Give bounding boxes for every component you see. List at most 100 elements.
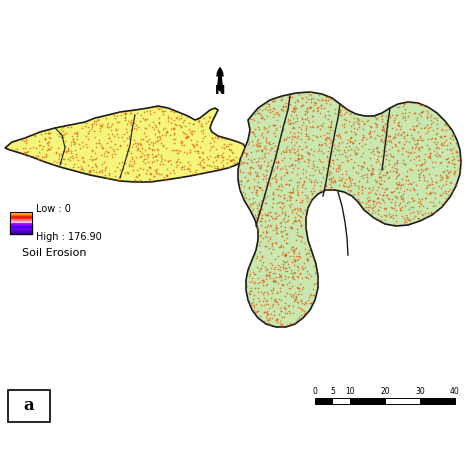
Point xyxy=(417,207,424,215)
Point xyxy=(262,167,270,174)
Point xyxy=(154,126,162,133)
Point xyxy=(204,118,212,125)
Point xyxy=(20,137,27,145)
Point xyxy=(163,171,170,179)
Point xyxy=(254,171,261,179)
Point xyxy=(386,150,393,157)
Point xyxy=(60,147,68,155)
Point xyxy=(416,135,423,142)
Point xyxy=(322,170,330,178)
Point xyxy=(261,200,268,207)
Point xyxy=(291,296,299,303)
Point xyxy=(239,193,247,201)
Point xyxy=(368,169,375,176)
Point xyxy=(428,210,435,217)
Point xyxy=(228,156,236,164)
Point xyxy=(295,232,303,240)
Point xyxy=(404,152,412,159)
Point xyxy=(110,132,118,139)
Point xyxy=(440,138,448,146)
Point xyxy=(317,121,324,129)
Point xyxy=(260,152,268,159)
Point xyxy=(145,121,152,129)
Point xyxy=(447,134,454,142)
Point xyxy=(399,203,406,211)
Point xyxy=(227,146,235,154)
Point xyxy=(297,221,305,229)
Point xyxy=(126,119,134,127)
Point xyxy=(86,155,93,163)
Point xyxy=(262,153,269,161)
Point xyxy=(79,166,86,173)
Point xyxy=(255,206,263,214)
Point xyxy=(206,146,213,154)
Point xyxy=(266,221,274,229)
Point xyxy=(150,173,157,180)
Point xyxy=(415,173,423,181)
Point xyxy=(78,124,86,132)
Bar xyxy=(8,390,50,422)
Point xyxy=(439,189,447,196)
Point xyxy=(246,278,254,286)
Point xyxy=(297,102,305,109)
Point xyxy=(253,109,261,116)
Point xyxy=(136,154,144,161)
Point xyxy=(445,173,452,181)
Point xyxy=(255,109,263,117)
Point xyxy=(406,216,413,223)
Point xyxy=(428,134,436,141)
Point xyxy=(271,269,278,277)
Point xyxy=(330,127,337,135)
Point xyxy=(345,108,353,115)
Point xyxy=(390,220,398,228)
Point xyxy=(347,135,355,142)
Point xyxy=(448,159,456,166)
Point xyxy=(283,196,291,203)
Point xyxy=(322,164,329,172)
Point xyxy=(251,125,258,133)
Point xyxy=(240,182,247,190)
Point xyxy=(122,110,129,118)
Point xyxy=(321,136,328,143)
Point xyxy=(426,123,433,130)
Point xyxy=(66,153,73,161)
Point xyxy=(289,246,297,254)
Point xyxy=(219,150,227,157)
Point xyxy=(343,189,351,196)
Point xyxy=(276,287,284,294)
Point xyxy=(429,202,437,210)
Point xyxy=(313,276,320,284)
Point xyxy=(261,224,269,231)
Point xyxy=(128,153,136,161)
Point xyxy=(213,162,221,169)
Point xyxy=(273,177,280,184)
Point xyxy=(263,308,271,315)
Point xyxy=(133,166,141,173)
Point xyxy=(240,193,247,201)
Point xyxy=(198,137,206,145)
Point xyxy=(278,106,286,114)
Point xyxy=(251,270,258,278)
Point xyxy=(282,102,289,109)
Point xyxy=(278,321,286,328)
Point xyxy=(260,125,267,133)
Point xyxy=(447,180,455,187)
Point xyxy=(87,152,95,160)
Point xyxy=(289,107,296,114)
Point xyxy=(273,146,281,154)
Point xyxy=(423,103,430,110)
Point xyxy=(375,165,383,173)
Point xyxy=(294,207,302,214)
Point xyxy=(281,305,289,313)
Point xyxy=(450,160,457,167)
Point xyxy=(337,133,344,140)
Point xyxy=(219,162,227,169)
Point xyxy=(281,250,289,257)
Point xyxy=(397,122,404,129)
Point xyxy=(272,229,280,237)
Point xyxy=(359,135,366,143)
Point xyxy=(331,178,339,185)
Point xyxy=(187,136,194,144)
Point xyxy=(263,228,271,236)
Point xyxy=(273,317,280,324)
